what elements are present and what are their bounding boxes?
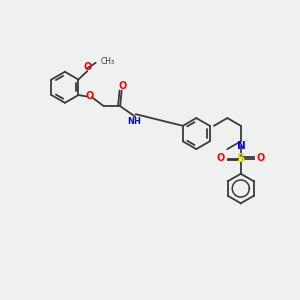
Text: NH: NH [128,117,141,126]
Text: O: O [84,62,92,72]
Text: O: O [118,81,126,92]
Text: O: O [256,153,265,163]
Text: O: O [217,153,225,163]
Text: N: N [237,141,246,152]
Text: CH₃: CH₃ [101,56,115,65]
Text: S: S [236,152,245,165]
Text: O: O [86,91,94,101]
